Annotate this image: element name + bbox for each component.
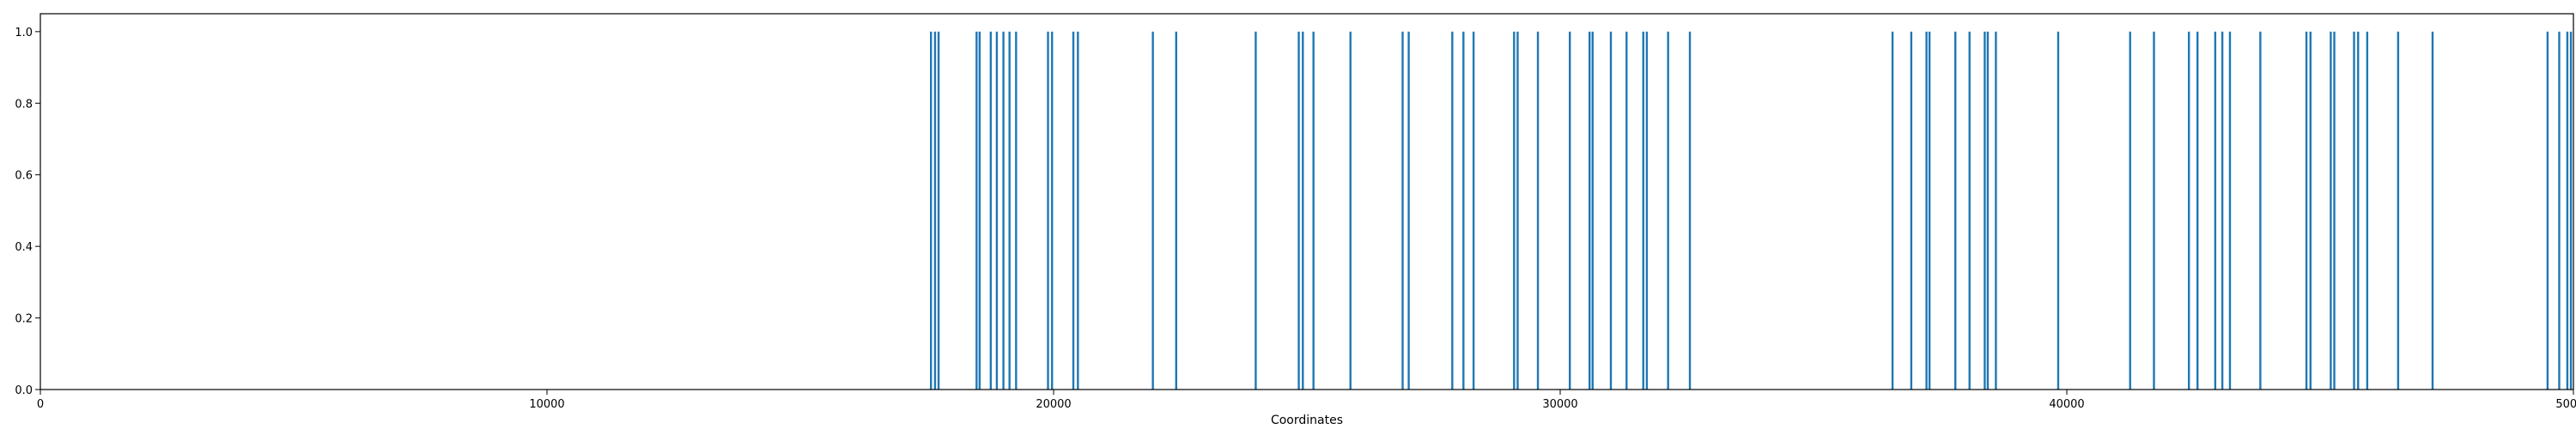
bars-group: [930, 31, 2573, 390]
bar: [2153, 31, 2155, 390]
bar: [978, 31, 981, 390]
bar: [1645, 31, 1649, 390]
bar: [1995, 31, 1997, 390]
bar: [2228, 31, 2232, 390]
bar: [930, 31, 933, 390]
bar: [2330, 31, 2332, 390]
bar: [1986, 31, 1990, 390]
y-tick-label: 0.4: [15, 241, 33, 254]
bar: [1984, 31, 1986, 390]
bar: [2214, 31, 2217, 390]
bar: [1401, 31, 1404, 390]
bar: [2333, 31, 2336, 390]
bar: [1047, 31, 1049, 390]
y-tick-label: 0.6: [15, 170, 33, 183]
bar: [989, 31, 993, 390]
bar: [1968, 31, 1971, 390]
bar: [2366, 31, 2369, 390]
bar: [1312, 31, 1315, 390]
bar: [2309, 31, 2312, 390]
bar: [1536, 31, 1540, 390]
bar: [1255, 31, 1257, 390]
x-tick-label: 0: [37, 398, 44, 411]
bar: [1625, 31, 1628, 390]
bar: [1175, 31, 1177, 390]
bar: [1609, 31, 1613, 390]
bar: [1910, 31, 1913, 390]
bar: [1072, 31, 1075, 390]
x-tick-label: 10000: [529, 398, 564, 411]
bar: [2569, 31, 2573, 390]
bar: [2129, 31, 2131, 390]
bar: [1688, 31, 1692, 390]
bar: [1667, 31, 1669, 390]
bar: [1407, 31, 1410, 390]
bar: [2057, 31, 2060, 390]
bar: [2305, 31, 2308, 390]
bar: [1589, 31, 1591, 390]
y-tick-label: 0.8: [15, 98, 33, 111]
plot-frame: [39, 13, 2574, 390]
bar: [1928, 31, 1931, 390]
bar: [933, 31, 937, 390]
bar: [2259, 31, 2262, 390]
y-tick-label: 0.2: [15, 313, 33, 326]
bar: [1642, 31, 1644, 390]
y-tick-label: 1.0: [15, 27, 33, 39]
bar: [1462, 31, 1465, 390]
x-tick-label: 40000: [2049, 398, 2084, 411]
bar: [1077, 31, 1079, 390]
bar: [975, 31, 978, 390]
bar: [2558, 31, 2561, 390]
x-tick-label: 50000: [2555, 398, 2576, 411]
bar: [1008, 31, 1011, 390]
bar: [1516, 31, 1519, 390]
bar: [1954, 31, 1957, 390]
bar: [2221, 31, 2224, 390]
bar: [2357, 31, 2360, 390]
x-tick-label: 30000: [1542, 398, 1577, 411]
x-tick-label: 20000: [1036, 398, 1071, 411]
bar: [1472, 31, 1475, 390]
bar: [2431, 31, 2434, 390]
bar: [1002, 31, 1005, 390]
bar: [1015, 31, 1018, 390]
bar: [2187, 31, 2190, 390]
y-tick-label: 0.0: [15, 384, 33, 397]
y-axis-ticks: 0.0 0.2 0.4 0.6 0.8 1.0: [15, 27, 40, 397]
bar: [1891, 31, 1894, 390]
bar: [995, 31, 999, 390]
bar: [2353, 31, 2355, 390]
bar: [1451, 31, 1454, 390]
x-axis-label: Coordinates: [1271, 414, 1343, 427]
bar: [1925, 31, 1928, 390]
bar: [1151, 31, 1154, 390]
bar: [2397, 31, 2400, 390]
bar: [1302, 31, 1304, 390]
bar: [1513, 31, 1516, 390]
bar: [1349, 31, 1352, 390]
bar: [1297, 31, 1300, 390]
bar: [1591, 31, 1594, 390]
bar: [1569, 31, 1571, 390]
bar: [2546, 31, 2549, 390]
bar: [937, 31, 940, 390]
bar: [2566, 31, 2569, 390]
bar: [1051, 31, 1054, 390]
bar: [2196, 31, 2199, 390]
x-axis-ticks: 0 10000 20000 30000 40000 50000: [37, 390, 2576, 411]
